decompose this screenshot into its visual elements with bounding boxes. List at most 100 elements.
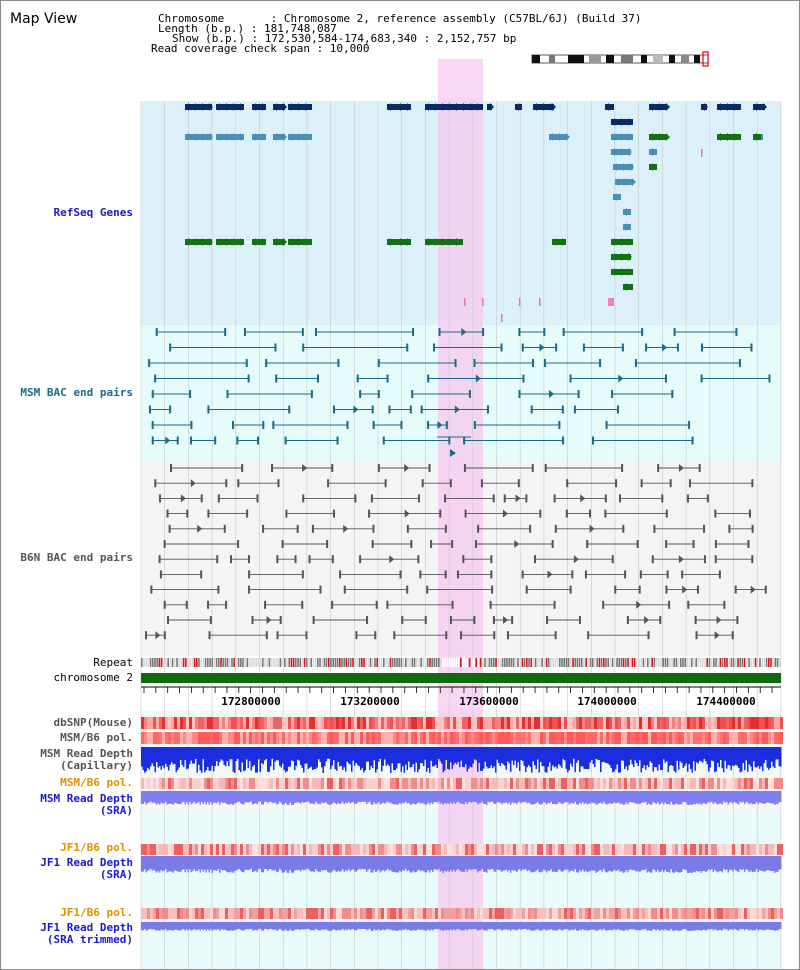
- sra-depth-bar: [513, 791, 515, 804]
- pol-heat-cell: [459, 732, 462, 744]
- sra-depth-bar: [463, 791, 465, 805]
- jf1-trim-depth-bar: [649, 922, 651, 931]
- track-label-msm-depth-capillary[interactable]: MSM Read Depth: [40, 747, 133, 760]
- capillary-depth-bar: [601, 747, 603, 763]
- pol-heat-cell: [675, 778, 678, 789]
- jf1-trim-depth-bar: [151, 922, 153, 930]
- sra-depth-bar: [370, 791, 372, 805]
- gene-exon-arrow: [618, 178, 622, 186]
- jf1-trim-depth-bar: [691, 922, 693, 931]
- pol-heat-cell: [282, 908, 285, 919]
- jf1-trim-depth-bar: [280, 922, 282, 930]
- jf1-trim-depth-bar: [577, 922, 579, 931]
- pol-heat-cell: [645, 908, 648, 919]
- sra-depth-bar: [405, 791, 407, 802]
- capillary-depth-bar: [247, 747, 249, 769]
- jf1-trim-depth-bar: [733, 922, 735, 929]
- capillary-depth-bar: [415, 747, 417, 763]
- sra-depth-bar: [415, 791, 417, 805]
- capillary-depth-bar: [603, 747, 605, 762]
- snp-heat-cell: [702, 717, 705, 729]
- jf1-depth-bar: [283, 856, 285, 873]
- capillary-depth-bar: [738, 747, 740, 768]
- capillary-depth-bar: [208, 747, 210, 771]
- jf1-depth-bar: [462, 856, 464, 872]
- sra-depth-bar: [264, 791, 266, 802]
- jf1-depth-bar: [771, 856, 773, 872]
- snp-heat-cell: [576, 717, 579, 729]
- track-label-chromosome[interactable]: chromosome 2: [53, 671, 133, 684]
- jf1-trim-depth-bar: [397, 922, 399, 931]
- pol-heat-cell: [198, 844, 201, 855]
- repeat-element: [761, 658, 763, 667]
- pol-heat-cell: [630, 778, 633, 789]
- repeat-element: [275, 658, 277, 667]
- sra-depth-bar: [189, 791, 191, 802]
- jf1-depth-bar: [777, 856, 779, 873]
- b6n-bac-pair-end: [417, 555, 420, 564]
- capillary-depth-bar: [225, 747, 227, 767]
- gene-exon-arrow: [456, 238, 460, 246]
- jf1-depth-bar: [327, 856, 329, 872]
- jf1-depth-bar: [363, 856, 365, 870]
- sra-depth-bar: [736, 791, 738, 804]
- track-label-msm-b6-pol-2[interactable]: MSM/B6 pol.: [60, 776, 133, 789]
- b6n-bac-pair-end: [430, 540, 433, 548]
- jf1-trim-depth-bar: [700, 922, 702, 931]
- repeat-element: [574, 658, 576, 667]
- pol-heat-cell: [504, 732, 507, 744]
- snp-heat-cell: [297, 717, 300, 729]
- track-label-msm-b6-pol[interactable]: MSM/B6 pol.: [60, 731, 133, 744]
- jf1-trim-depth-bar: [348, 922, 350, 929]
- jf1-trim-depth-bar: [684, 922, 686, 930]
- repeat-element: [737, 658, 739, 667]
- pol-heat-cell: [687, 844, 690, 855]
- pol-heat-cell: [408, 908, 411, 919]
- track-label-b6n-bac[interactable]: B6N BAC end pairs: [20, 551, 133, 564]
- b6n-bac-pair-end: [686, 494, 689, 503]
- sra-depth-bar: [682, 791, 684, 802]
- capillary-depth-bar: [709, 747, 711, 768]
- capillary-depth-bar: [231, 747, 233, 760]
- msm-bac-pair-end: [486, 405, 489, 414]
- track-label-jf1-depth[interactable]: JF1 Read Depth: [40, 856, 133, 869]
- jf1-trim-depth-bar: [526, 922, 528, 930]
- jf1-depth-bar: [441, 856, 443, 871]
- pol-heat-cell: [543, 908, 546, 919]
- b6n-bac-pair-end: [668, 600, 671, 609]
- snp-heat-cell: [585, 717, 588, 729]
- jf1-depth-bar: [555, 856, 557, 873]
- track-label-jf1-b6-pol-2[interactable]: JF1/B6 pol.: [60, 906, 133, 919]
- track-label-msm-bac[interactable]: MSM BAC end pairs: [20, 386, 133, 399]
- snp-heat-cell: [327, 717, 330, 729]
- capillary-depth-bar: [775, 747, 777, 760]
- pol-heat-cell: [609, 844, 612, 855]
- repeat-element: [616, 658, 618, 667]
- sra-depth-bar: [517, 791, 519, 803]
- track-label-dbsnp[interactable]: dbSNP(Mouse): [53, 716, 133, 729]
- snp-heat-cell: [636, 717, 639, 729]
- track-label-repeat[interactable]: Repeat: [93, 656, 133, 669]
- track-label-jf1-b6-pol[interactable]: JF1/B6 pol.: [60, 841, 133, 854]
- b6n-bac-pair-arrow: [197, 524, 203, 533]
- small-feature: [608, 298, 614, 306]
- jf1-trim-depth-bar: [634, 922, 636, 930]
- jf1-trim-depth-bar: [181, 922, 183, 930]
- track-label-refseq[interactable]: RefSeq Genes: [53, 206, 133, 219]
- pol-heat-cell: [513, 732, 516, 744]
- repeat-element: [158, 658, 161, 667]
- sra-depth-bar: [283, 791, 285, 805]
- sra-depth-bar: [753, 791, 755, 804]
- pol-heat-cell: [195, 778, 198, 789]
- b6n-bac-pair-end: [419, 570, 422, 579]
- jf1-depth-bar: [717, 856, 719, 873]
- msm-bac-pair-end: [176, 436, 179, 445]
- pol-heat-cell: [552, 844, 555, 855]
- sra-depth-bar: [544, 791, 546, 803]
- sra-depth-bar: [222, 791, 224, 803]
- sra-depth-bar: [592, 791, 594, 804]
- track-label-jf1-depth-trimmed[interactable]: JF1 Read Depth: [40, 921, 133, 934]
- capillary-depth-bar: [474, 747, 476, 760]
- track-label-msm-depth-sra[interactable]: MSM Read Depth: [40, 792, 133, 805]
